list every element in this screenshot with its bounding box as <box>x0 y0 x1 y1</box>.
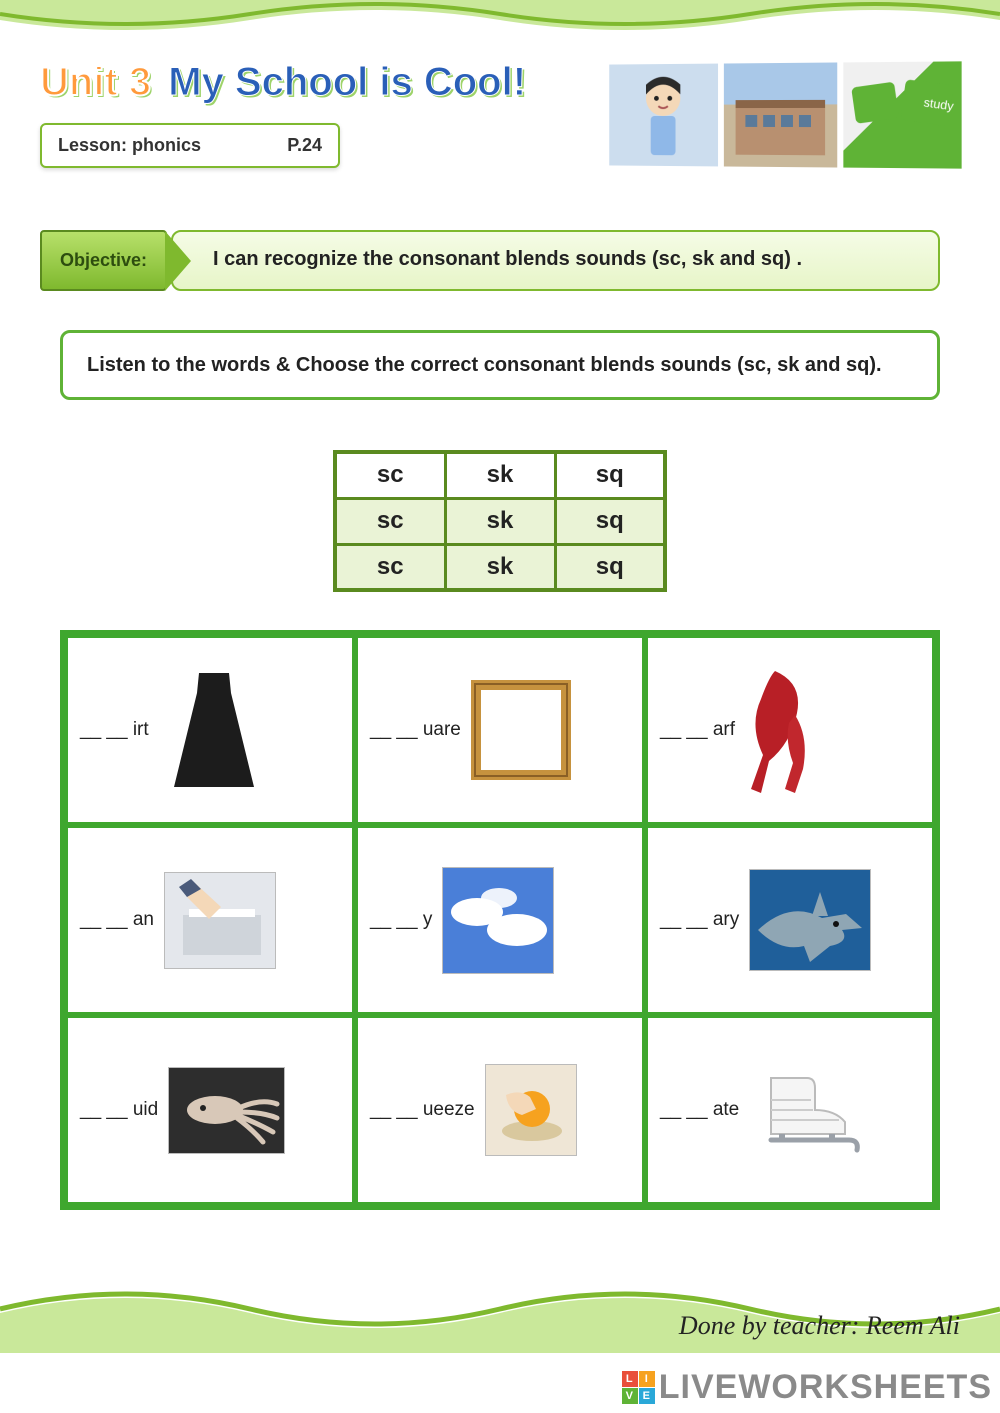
word-fragment: __ __ y <box>370 909 432 931</box>
unit-title-text: My School is Cool! <box>168 60 526 104</box>
blend-option-sc[interactable]: sc <box>335 544 445 590</box>
exercise-grid: __ __ irt __ __ uare __ __ arf __ __ an __ _… <box>60 630 940 1210</box>
header-img-building <box>721 59 840 170</box>
word-fragment: __ __ ueeze <box>370 1099 475 1121</box>
sky-image <box>442 867 554 974</box>
lesson-box: Lesson: phonics P.24 <box>40 123 340 168</box>
exercise-cell-scary[interactable]: __ __ ary <box>645 825 935 1015</box>
exercise-cell-scan[interactable]: __ __ an <box>65 825 355 1015</box>
blend-option-sq[interactable]: sq <box>555 544 665 590</box>
exercise-cell-skirt[interactable]: __ __ irt <box>65 635 355 825</box>
objective-arrow-icon <box>165 231 191 291</box>
watermark-badge-cell: I <box>639 1371 655 1387</box>
unit-title: Unit 3 My School is Cool! <box>40 60 526 105</box>
objective-label: Objective: <box>40 230 167 291</box>
watermark-badge: LIVE <box>622 1371 655 1404</box>
exercise-cell-squid[interactable]: __ __ uid <box>65 1015 355 1205</box>
blend-option-sk[interactable]: sk <box>445 452 555 498</box>
watermark-badge-cell: E <box>639 1388 655 1404</box>
exercise-cell-square[interactable]: __ __ uare <box>355 635 645 825</box>
lesson-label: Lesson: phonics <box>58 135 201 156</box>
watermark-text: LIVEWORKSHEETS <box>659 1368 992 1407</box>
header-img-student <box>606 61 721 170</box>
objective-row: Objective: I can recognize the consonant… <box>40 230 940 291</box>
lesson-page: P.24 <box>287 135 322 156</box>
squeeze-image <box>485 1064 577 1156</box>
word-fragment: __ __ ate <box>660 1099 739 1121</box>
header: Unit 3 My School is Cool! Lesson: phonic… <box>40 60 960 170</box>
word-fragment: __ __ irt <box>80 719 149 741</box>
word-fragment: __ __ uare <box>370 719 461 741</box>
scan-image <box>164 872 276 969</box>
word-fragment: __ __ arf <box>660 719 735 741</box>
objective-text: I can recognize the consonant blends sou… <box>171 230 940 291</box>
exercise-cell-squeeze[interactable]: __ __ ueeze <box>355 1015 645 1205</box>
blend-option-sq[interactable]: sq <box>555 498 665 544</box>
word-fragment: __ __ ary <box>660 909 739 931</box>
exercise-cell-sky[interactable]: __ __ y <box>355 825 645 1015</box>
blend-option-sc[interactable]: sc <box>335 498 445 544</box>
scarf-image <box>745 665 815 795</box>
blend-option-sk[interactable]: sk <box>445 498 555 544</box>
title-block: Unit 3 My School is Cool! Lesson: phonic… <box>40 60 526 168</box>
blend-table-body: scsksq scsksq scsksq <box>335 452 665 590</box>
blend-option-sk[interactable]: sk <box>445 544 555 590</box>
word-fragment: __ __ an <box>80 909 154 931</box>
blend-options-table: scsksq scsksq scsksq <box>333 450 667 592</box>
skate-image <box>749 1060 869 1160</box>
skirt-image <box>159 665 269 795</box>
wave-top-decoration <box>0 0 1000 40</box>
scary-image <box>749 869 871 971</box>
exercise-cell-skate[interactable]: __ __ ate <box>645 1015 935 1205</box>
instruction-box: Listen to the words & Choose the correct… <box>60 330 940 400</box>
square-image <box>471 680 571 780</box>
blend-option-sc[interactable]: sc <box>335 452 445 498</box>
exercise-cell-scarf[interactable]: __ __ arf <box>645 635 935 825</box>
watermark-badge-cell: L <box>622 1371 638 1387</box>
liveworksheets-watermark: LIVE LIVEWORKSHEETS <box>622 1368 992 1407</box>
header-images: study <box>606 58 964 172</box>
blend-option-sq[interactable]: sq <box>555 452 665 498</box>
header-img-keyboard: study <box>840 58 965 172</box>
squid-image <box>168 1067 285 1154</box>
watermark-badge-cell: V <box>622 1388 638 1404</box>
word-fragment: __ __ uid <box>80 1099 158 1121</box>
unit-badge: Unit 3 <box>40 60 157 104</box>
teacher-credit: Done by teacher: Reem Ali <box>679 1311 960 1341</box>
